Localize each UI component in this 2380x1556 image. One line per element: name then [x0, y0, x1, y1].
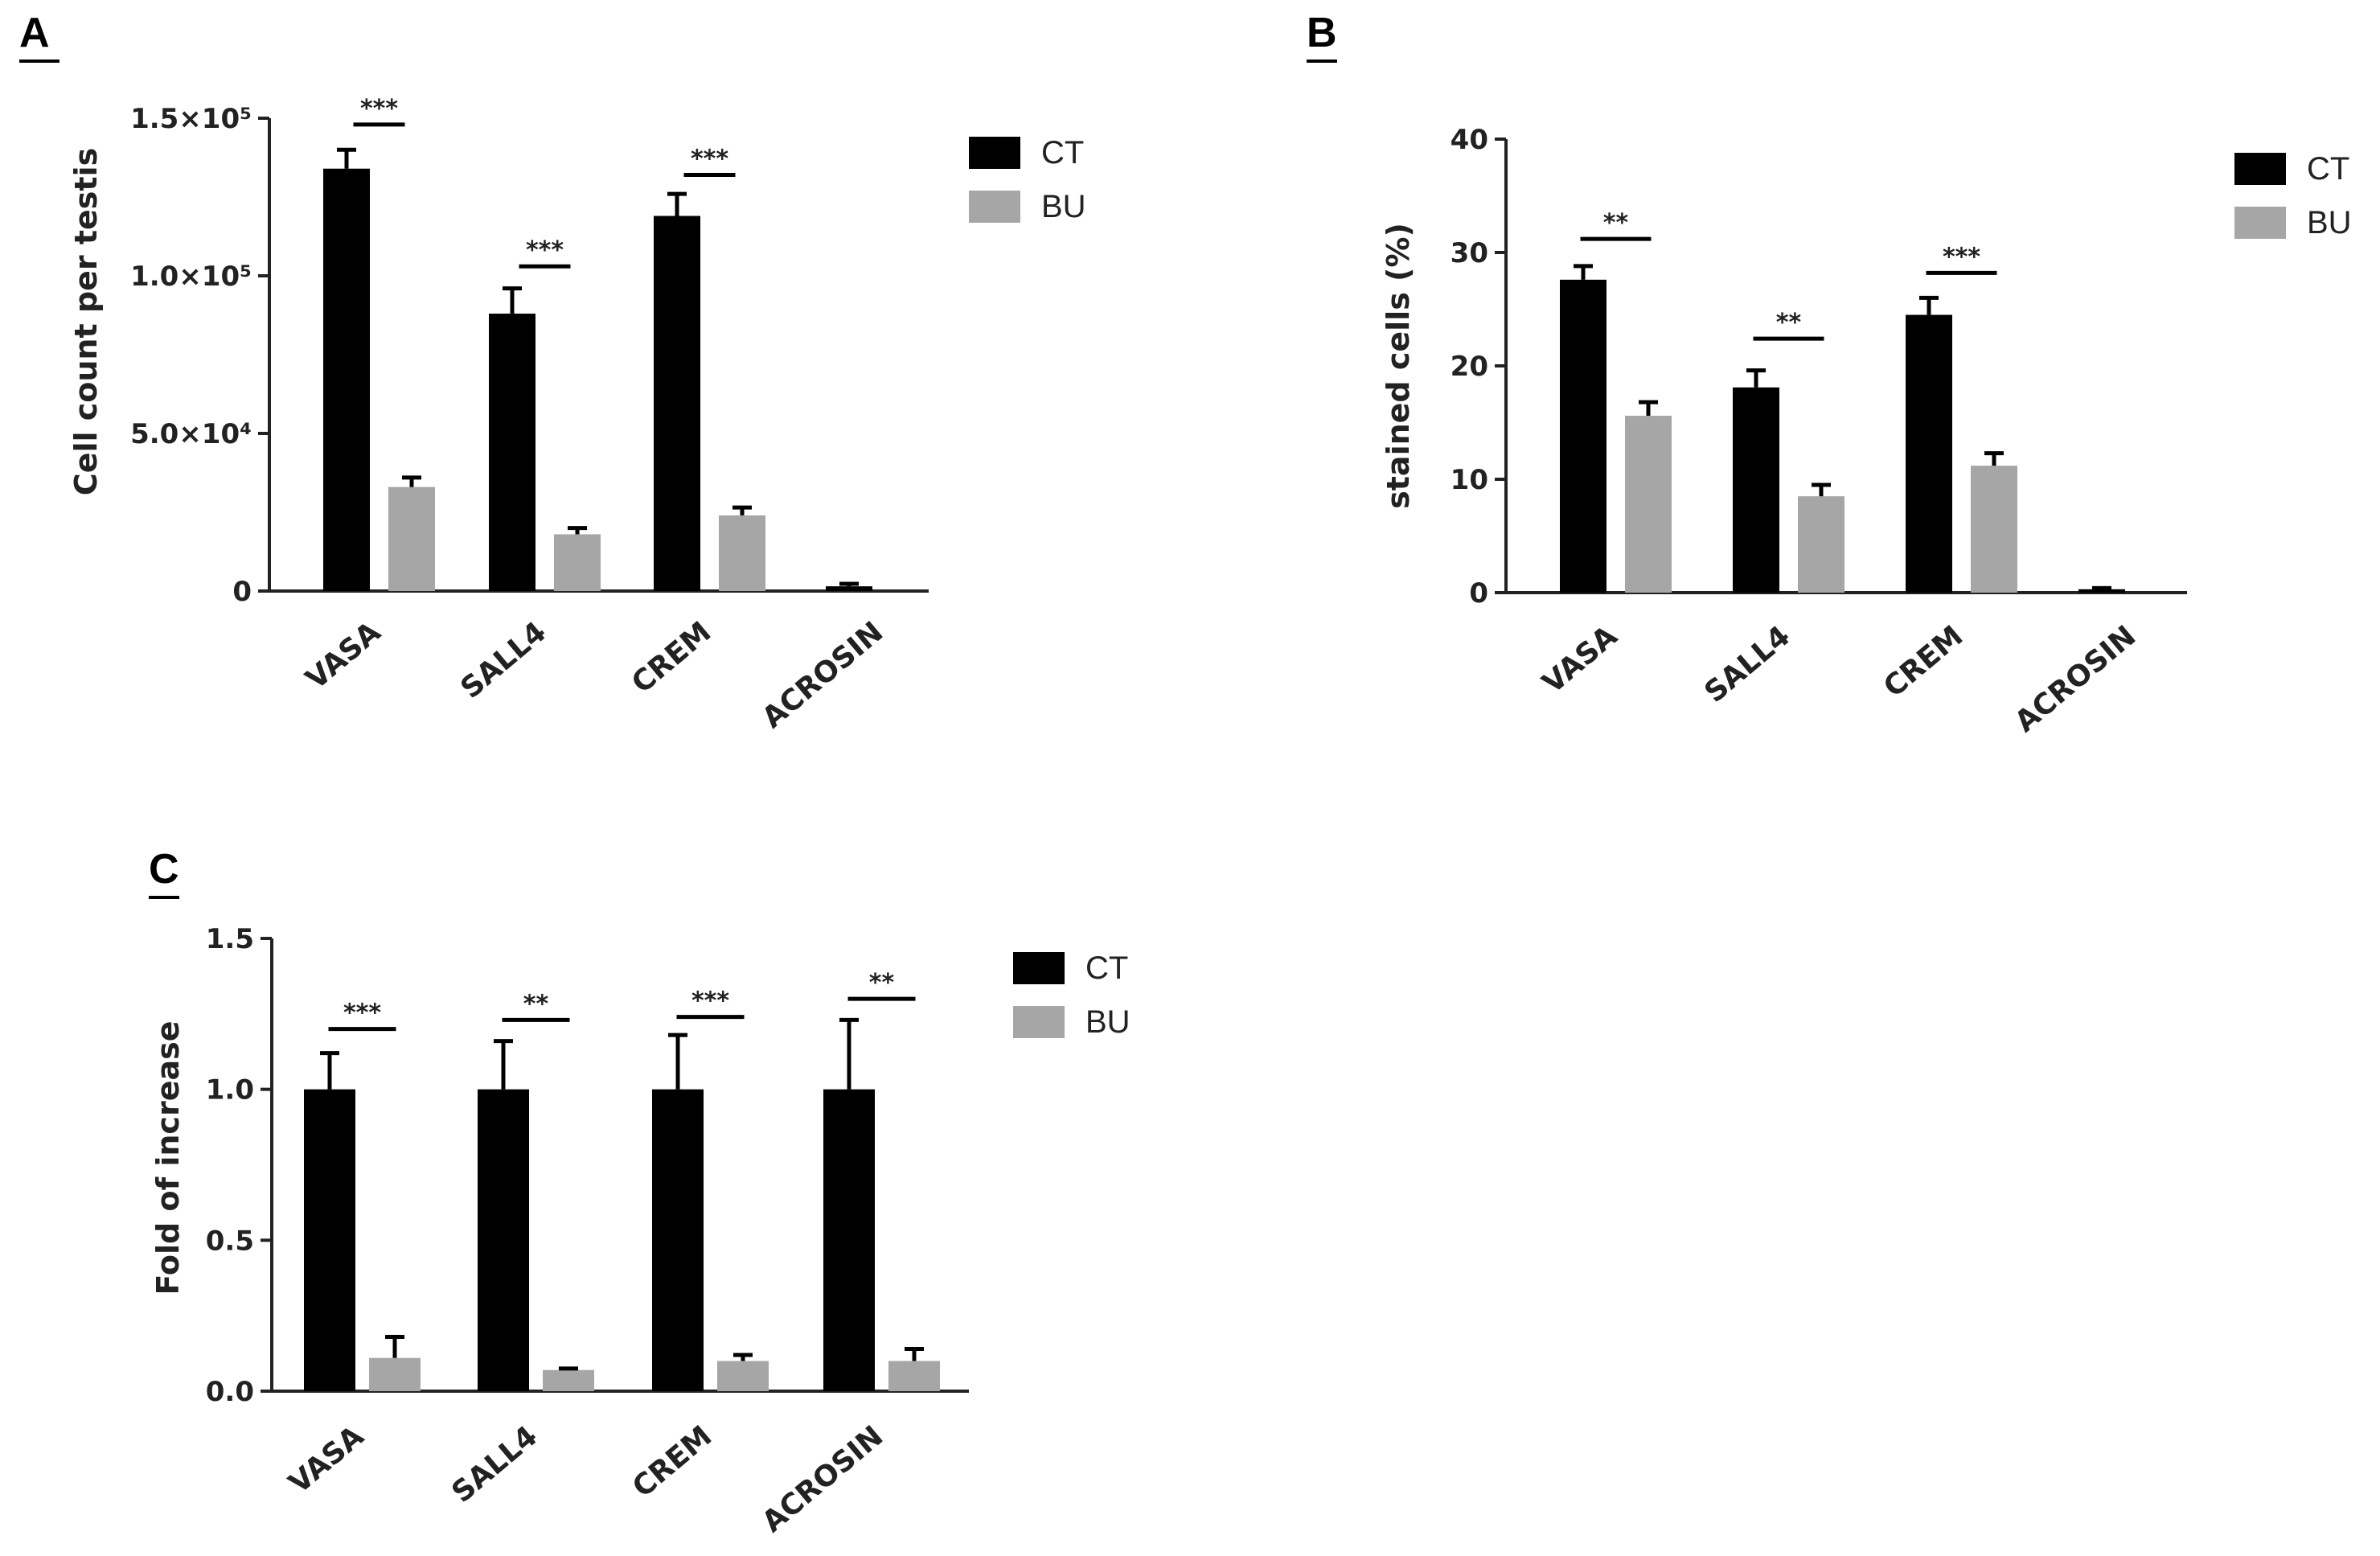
y-tick-label: 5.0×10⁴: [130, 418, 252, 450]
category-label: SALL4: [454, 615, 552, 705]
bar-bu-sall4: [543, 1369, 594, 1391]
bar-bu-crem: [719, 515, 765, 591]
y-axis-label: stained cells (%): [1381, 223, 1416, 509]
legend-swatch-ct: [1013, 952, 1065, 984]
category-label: SALL4: [1698, 619, 1796, 709]
legend-label-bu: BU: [1085, 1004, 1130, 1040]
y-tick-label: 40: [1451, 124, 1488, 156]
panel-c: C 0.0 0.5 1.0 1.5 Fold of increase *** VASA ** SA…: [149, 846, 1130, 1539]
bar-ct-acrosin: [2078, 589, 2125, 593]
legend-label-ct: CT: [1085, 950, 1128, 986]
category-label: CREM: [1877, 619, 1969, 704]
bar-ct-sall4: [1733, 387, 1779, 593]
significance-label: ***: [360, 95, 398, 123]
y-tick-label: 1.5×10⁵: [130, 103, 252, 135]
category-label: ACROSIN: [2009, 619, 2142, 738]
bar-bu-crem: [717, 1361, 769, 1391]
significance-label: **: [1603, 209, 1629, 237]
bar-bu-acrosin: [888, 1361, 940, 1391]
panel-letter: C: [149, 846, 179, 893]
y-tick-label: 1.0×10⁵: [130, 261, 252, 293]
significance-label: ***: [526, 236, 564, 265]
legend-swatch-ct: [2234, 153, 2286, 185]
bar-bu-vasa: [369, 1357, 421, 1391]
significance-label: ***: [691, 987, 729, 1016]
legend-label-ct: CT: [1041, 135, 1084, 170]
significance-label: ***: [343, 1000, 381, 1028]
legend-swatch-bu: [969, 191, 1020, 223]
bar-bu-crem: [1971, 466, 2017, 593]
bar-ct-sall4: [478, 1089, 529, 1391]
bar-ct-crem: [654, 216, 700, 591]
bar-ct-acrosin: [826, 586, 872, 591]
legend-swatch-bu: [1013, 1006, 1065, 1038]
bar-ct-vasa: [323, 168, 370, 592]
legend-label-bu: BU: [2307, 205, 2352, 240]
bar-ct-crem: [652, 1089, 704, 1391]
y-tick-label: 30: [1451, 237, 1488, 269]
category-label: CREM: [626, 1419, 718, 1504]
y-tick-label: 10: [1451, 464, 1488, 496]
bar-ct-crem: [1906, 314, 1952, 593]
significance-label: **: [869, 969, 895, 997]
y-tick-label: 0: [232, 576, 252, 608]
y-tick-label: 1.0: [206, 1074, 254, 1106]
bar-bu-sall4: [1798, 496, 1844, 593]
significance-label: **: [523, 990, 549, 1018]
y-tick-label: 0.0: [206, 1376, 254, 1408]
category-label: CREM: [626, 615, 717, 700]
category-label: VASA: [283, 1419, 370, 1500]
category-label: VASA: [1537, 619, 1623, 700]
bar-ct-vasa: [1560, 279, 1606, 593]
legend-swatch-bu: [2234, 207, 2286, 239]
y-axis-label: Fold of increase: [150, 1021, 186, 1295]
significance-label: **: [1776, 309, 1802, 337]
legend-swatch-ct: [969, 137, 1020, 169]
category-label: ACROSIN: [756, 615, 889, 734]
category-label: VASA: [300, 615, 387, 696]
category-label: ACROSIN: [756, 1419, 889, 1538]
y-tick-label: 0: [1469, 577, 1488, 610]
panel-a: A 0 5.0×10⁴ 1.0×10⁵ 1.5×10⁵ Cell count per te…: [19, 10, 1086, 735]
y-tick-label: 0.5: [206, 1225, 254, 1257]
y-axis-label: Cell count per testis: [68, 148, 104, 495]
y-tick-label: 20: [1451, 351, 1488, 383]
legend-label-ct: CT: [2307, 151, 2349, 187]
bar-bu-vasa: [1625, 416, 1672, 593]
bar-bu-sall4: [554, 534, 601, 591]
panel-b: B 0 10 20 30 40 stained cells (%) ** VASA ** SALL4…: [1307, 10, 2352, 739]
panel-letter: A: [19, 10, 50, 56]
bar-ct-acrosin: [823, 1089, 875, 1391]
significance-label: ***: [691, 146, 728, 174]
bar-ct-vasa: [304, 1089, 355, 1391]
bar-bu-vasa: [388, 487, 435, 591]
panel-letter: B: [1307, 10, 1337, 56]
y-tick-label: 1.5: [206, 923, 254, 955]
category-label: SALL4: [445, 1419, 544, 1509]
bar-ct-sall4: [489, 314, 536, 591]
significance-label: ***: [1943, 243, 1980, 271]
legend-label-bu: BU: [1041, 189, 1086, 224]
